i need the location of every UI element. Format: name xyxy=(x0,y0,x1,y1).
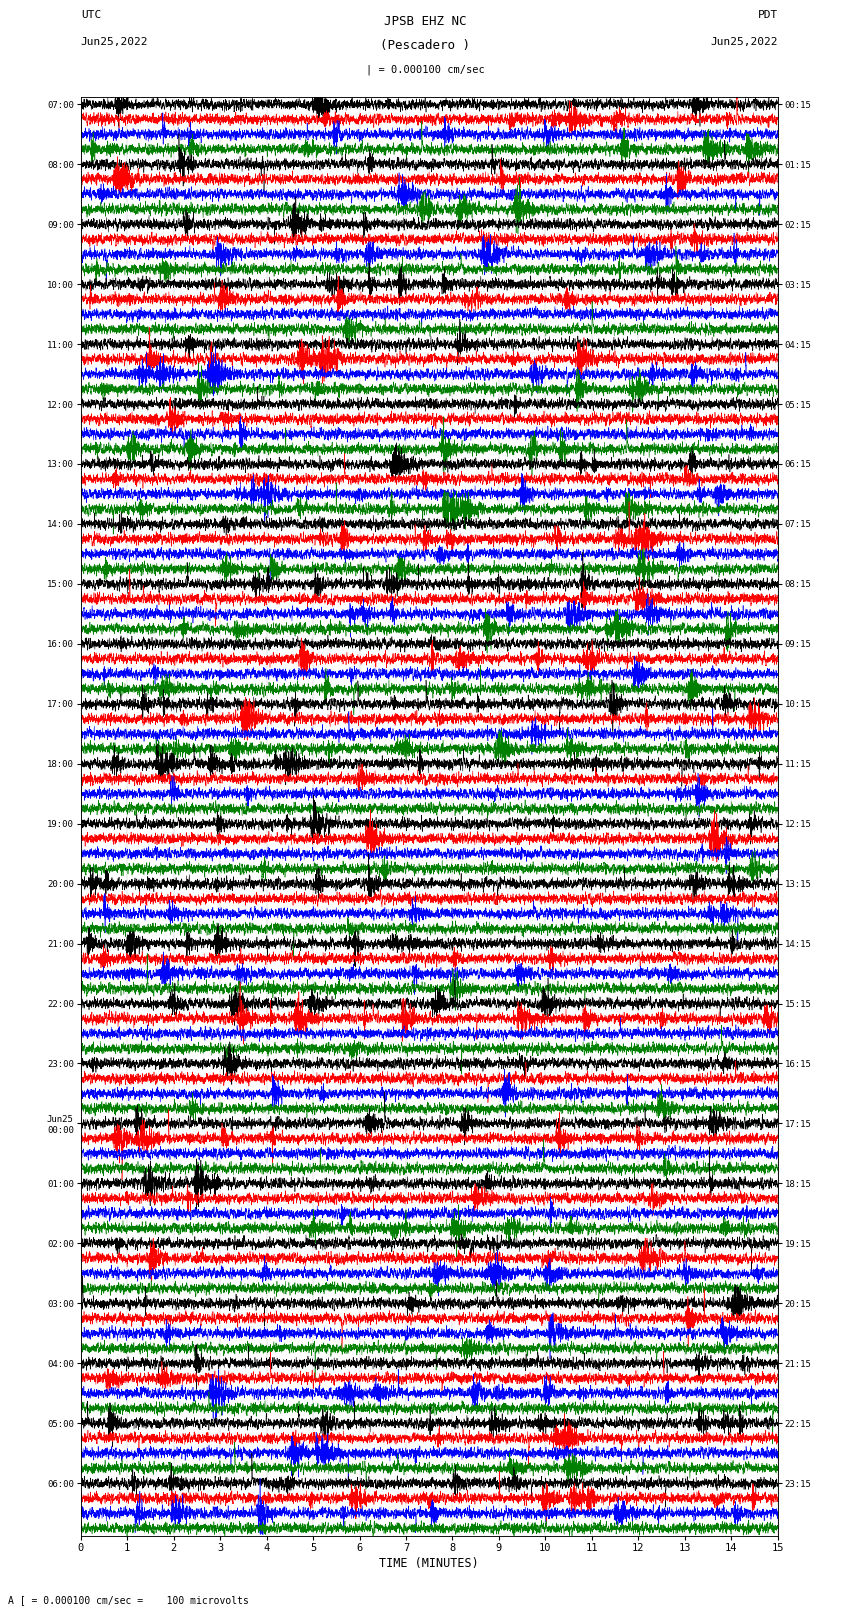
Text: JPSB EHZ NC: JPSB EHZ NC xyxy=(383,15,467,27)
X-axis label: TIME (MINUTES): TIME (MINUTES) xyxy=(379,1557,479,1569)
Text: PDT: PDT xyxy=(757,10,778,19)
Text: Jun25,2022: Jun25,2022 xyxy=(711,37,778,47)
Text: (Pescadero ): (Pescadero ) xyxy=(380,39,470,52)
Text: Jun25,2022: Jun25,2022 xyxy=(81,37,148,47)
Text: A [ = 0.000100 cm/sec =    100 microvolts: A [ = 0.000100 cm/sec = 100 microvolts xyxy=(8,1595,249,1605)
Text: UTC: UTC xyxy=(81,10,101,19)
Text: | = 0.000100 cm/sec: | = 0.000100 cm/sec xyxy=(366,65,484,76)
